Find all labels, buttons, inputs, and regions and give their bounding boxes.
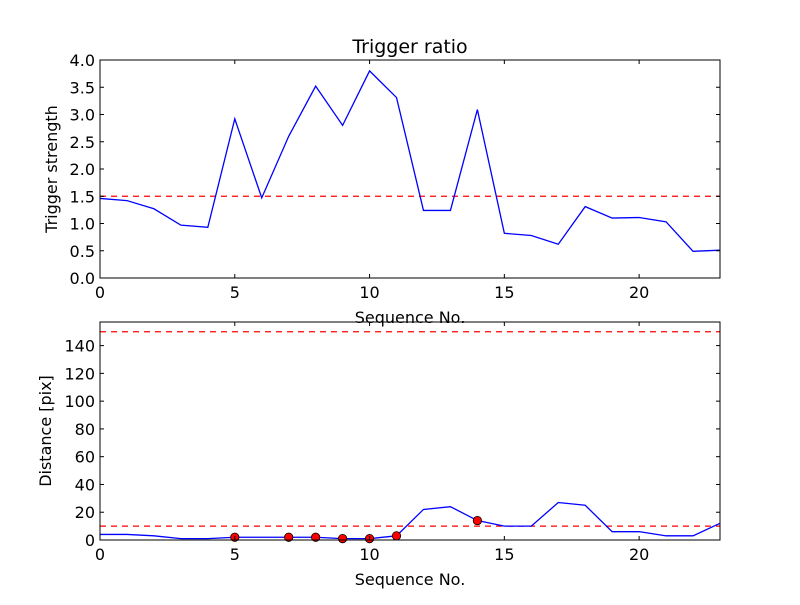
top-y-tick-label: 3.0 bbox=[70, 106, 95, 125]
bottom-x-tick-label: 0 bbox=[95, 545, 105, 564]
top-y-tick-label: 2.5 bbox=[70, 133, 95, 152]
bottom-x-tick-label: 10 bbox=[359, 545, 379, 564]
bottom-y-tick-label: 0 bbox=[85, 531, 95, 550]
top-plot-area bbox=[100, 69, 720, 252]
top-series-line-0 bbox=[100, 69, 720, 252]
top-x-tick-label: 5 bbox=[230, 283, 240, 302]
bottom-marker-point-2 bbox=[311, 532, 321, 542]
bottom-subplot: Sequence No. Distance [pix] 0 5 10 15 20 0 20 4… bbox=[36, 321, 721, 589]
top-x-axis-label: Sequence No. bbox=[355, 308, 466, 327]
bottom-y-tick-label: 120 bbox=[64, 364, 95, 383]
bottom-marker-point-1 bbox=[284, 532, 294, 542]
bottom-y-tick-label: 140 bbox=[64, 337, 95, 356]
top-x-tick-label: 10 bbox=[359, 283, 379, 302]
top-y-tick-label: 2.0 bbox=[70, 160, 95, 179]
bottom-x-tick-label: 5 bbox=[230, 545, 240, 564]
bottom-y-tick-label: 80 bbox=[75, 420, 95, 439]
top-y-tick-label: 4.0 bbox=[70, 51, 95, 70]
bottom-marker-point-3 bbox=[338, 534, 348, 544]
bottom-y-axis-label: Distance [pix] bbox=[36, 375, 55, 487]
top-x-tick-label: 0 bbox=[95, 283, 105, 302]
bottom-axes-frame bbox=[99, 321, 721, 541]
top-chart-title: Trigger ratio bbox=[351, 36, 467, 58]
top-y-tick-label: 1.5 bbox=[70, 187, 95, 206]
top-x-tick-label: 20 bbox=[629, 283, 649, 302]
bottom-series-line-0 bbox=[100, 501, 720, 540]
top-y-tick-label: 0.5 bbox=[70, 242, 95, 261]
top-y-tick-label: 0.0 bbox=[70, 269, 95, 288]
bottom-x-axis-label: Sequence No. bbox=[355, 570, 466, 589]
bottom-y-tick-label: 60 bbox=[75, 448, 95, 467]
top-y-axis-label: Trigger strength bbox=[42, 105, 61, 234]
top-y-tick-label: 1.0 bbox=[70, 215, 95, 234]
top-subplot: Trigger ratio Sequence No. Trigger stren… bbox=[42, 36, 721, 327]
top-y-tick-label: 3.5 bbox=[70, 78, 95, 97]
top-x-tick-label: 15 bbox=[494, 283, 514, 302]
bottom-plot-area bbox=[100, 331, 720, 540]
bottom-y-tick-label: 100 bbox=[64, 392, 95, 411]
bottom-y-tick-label: 40 bbox=[75, 475, 95, 494]
bottom-marker-point-5 bbox=[391, 531, 402, 541]
bottom-x-tick-label: 15 bbox=[494, 545, 514, 564]
bottom-y-tick-label: 20 bbox=[75, 503, 95, 522]
bottom-marker-point-6 bbox=[472, 515, 482, 526]
bottom-x-tick-label: 20 bbox=[629, 545, 649, 564]
